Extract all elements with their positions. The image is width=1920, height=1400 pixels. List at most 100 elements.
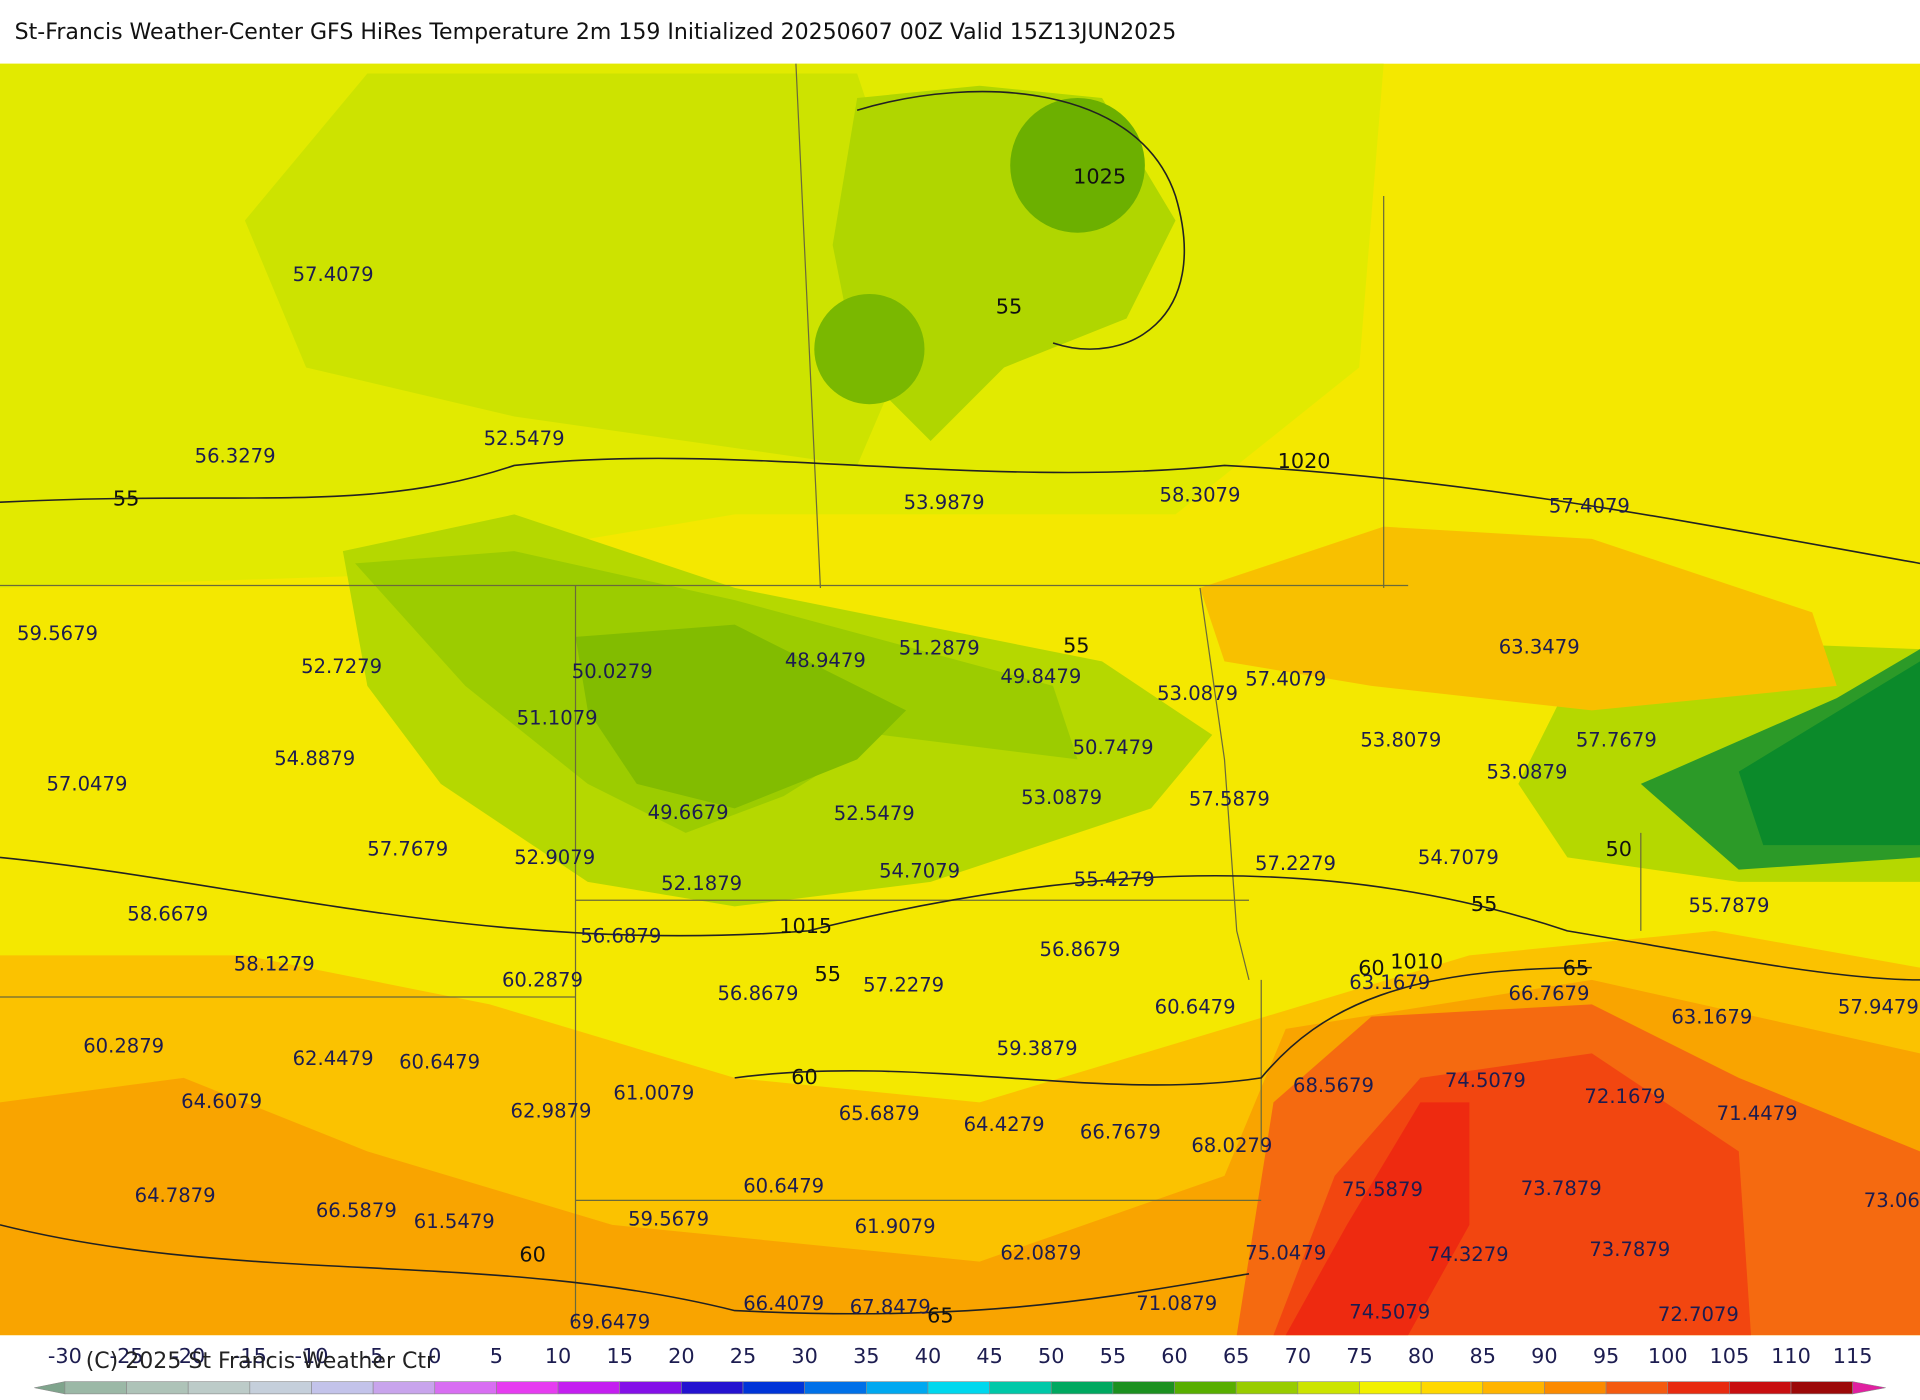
colorbar-tick-label: 115 <box>1833 1344 1873 1368</box>
temperature-label: 57.7679 <box>367 838 448 861</box>
colorbar-end <box>1852 1381 1886 1395</box>
temperature-label: 68.5679 <box>1293 1074 1374 1097</box>
temperature-label: 57.5879 <box>1189 787 1270 810</box>
temperature-label: 57.2279 <box>1255 852 1336 875</box>
contour-label: 55 <box>113 487 139 511</box>
boundaries <box>0 63 1642 1323</box>
temperature-label: 59.3879 <box>997 1037 1078 1060</box>
colorbar-segment <box>1605 1381 1669 1395</box>
colorbar-tick-label: 80 <box>1408 1344 1434 1368</box>
temperature-label: 71.4479 <box>1717 1102 1798 1125</box>
colorbar-segment <box>681 1381 744 1395</box>
colorbar-segment <box>1790 1381 1853 1395</box>
contour-label: 55 <box>996 294 1022 318</box>
temperature-label: 64.4279 <box>964 1113 1045 1136</box>
colorbar-tick-label: -5 <box>363 1344 384 1368</box>
colorbar-segment <box>187 1381 251 1395</box>
temperature-label: 64.6079 <box>181 1090 262 1113</box>
fill-region <box>244 73 931 466</box>
colorbar-segment <box>865 1381 929 1395</box>
contour-line <box>856 90 1186 350</box>
colorbar-segment <box>311 1381 374 1395</box>
colorbar-tick-label: 40 <box>915 1344 941 1368</box>
temperature-label: 72.1679 <box>1584 1085 1665 1108</box>
contour-label: 1025 <box>1073 165 1126 189</box>
temperature-label: 73.06 <box>1864 1189 1920 1212</box>
colorbar-tick-label: 65 <box>1223 1344 1249 1368</box>
colorbar-tick-label: 70 <box>1285 1344 1311 1368</box>
contour-label: 1015 <box>779 914 832 938</box>
colorbar-tick-label: 110 <box>1771 1344 1811 1368</box>
colorbar-tick-label: -20 <box>171 1344 205 1368</box>
temperature-label: 58.3079 <box>1160 484 1241 507</box>
colorbar-tick-label: -30 <box>48 1344 82 1368</box>
contour-label: 1010 <box>1390 950 1443 974</box>
fill-region <box>1010 97 1145 233</box>
colorbar-tick-label: 60 <box>1161 1344 1187 1368</box>
copyright: (C) 2025 St Francis Weather Ctr <box>86 1349 436 1374</box>
contour-label: 60 <box>1358 956 1384 980</box>
temperature-label: 66.7679 <box>1080 1120 1161 1143</box>
temperature-label: 58.1279 <box>234 953 315 976</box>
colorbar-segment <box>1482 1381 1545 1395</box>
colorbar-segment <box>1729 1381 1792 1395</box>
colorbar-tick-label: 5 <box>490 1344 503 1368</box>
colorbar-tick-label: 15 <box>606 1344 632 1368</box>
temperature-label: 71.0879 <box>1136 1292 1217 1315</box>
temperature-label: 57.4079 <box>1549 495 1630 518</box>
temperature-label: 56.8679 <box>717 982 798 1005</box>
fill-region <box>575 624 907 809</box>
colorbar-tick-label: 100 <box>1648 1344 1688 1368</box>
temperature-label: 74.3279 <box>1428 1243 1509 1266</box>
colorbar-segment <box>1112 1381 1175 1395</box>
colorbar-segment <box>1297 1381 1360 1395</box>
temperature-label: 60.2879 <box>502 969 583 992</box>
temperature-label: 56.3279 <box>195 444 276 467</box>
temperature-label: 50.7479 <box>1073 736 1154 759</box>
colorbar-tick-label: 25 <box>730 1344 756 1368</box>
temperature-label: 54.7079 <box>879 860 960 883</box>
colorbar: -30 -25 -20 -15 -10 -5 0 5 10 15 20 25 30 35 40 45 50 55 6… <box>34 1344 1886 1395</box>
contour-label: 65 <box>927 1304 953 1328</box>
temperature-label: 52.1879 <box>661 872 742 895</box>
contour-label: 65 <box>1563 956 1589 980</box>
colorbar-tick-label: 45 <box>976 1344 1002 1368</box>
colorbar-segment <box>1544 1381 1607 1395</box>
colorbar-tick-label: -15 <box>233 1344 267 1368</box>
temperature-label: 75.5879 <box>1342 1178 1423 1201</box>
temperature-label: 60.6479 <box>1155 996 1236 1019</box>
colorbar-tick-label: 0 <box>428 1344 441 1368</box>
temperature-label: 57.0479 <box>46 773 127 796</box>
temperature-label: 52.7279 <box>301 655 382 678</box>
contour-label: 60 <box>791 1065 817 1089</box>
temperature-label: 56.8679 <box>1040 938 1121 961</box>
temperature-label: 54.7079 <box>1418 846 1499 869</box>
colorbar-tick-label: 10 <box>545 1344 571 1368</box>
temperature-label: 66.7679 <box>1509 982 1590 1005</box>
colorbar-segment <box>64 1381 127 1395</box>
temperature-label: 65.6879 <box>839 1102 920 1125</box>
colorbar-segment <box>1667 1381 1730 1395</box>
temperature-label: 51.1079 <box>517 706 598 729</box>
temperature-label: 57.4079 <box>293 263 374 286</box>
contour-label: 55 <box>1063 634 1089 658</box>
contour-line <box>0 856 1920 981</box>
temperature-label: 53.8079 <box>1360 729 1441 752</box>
contour-line <box>0 457 1920 565</box>
temperature-label: 73.7879 <box>1521 1177 1602 1200</box>
temperature-label: 68.0279 <box>1191 1134 1272 1157</box>
temperature-label: 57.4079 <box>1245 667 1326 690</box>
contour-line <box>734 966 1592 1086</box>
temperature-label: 69.6479 <box>569 1310 650 1333</box>
temperature-label: 57.2279 <box>863 973 944 996</box>
colorbar-segment <box>1420 1381 1484 1395</box>
colorbar-segment <box>989 1381 1052 1395</box>
colorbar-tick-label: 30 <box>791 1344 817 1368</box>
temperature-label: 60.2879 <box>83 1035 164 1058</box>
temperature-label: 66.5879 <box>316 1199 397 1222</box>
colorbar-segment <box>249 1381 312 1395</box>
colorbar-segment <box>927 1381 990 1395</box>
colorbar-tick-label: -25 <box>110 1344 144 1368</box>
temperature-label: 49.8479 <box>1000 665 1081 688</box>
